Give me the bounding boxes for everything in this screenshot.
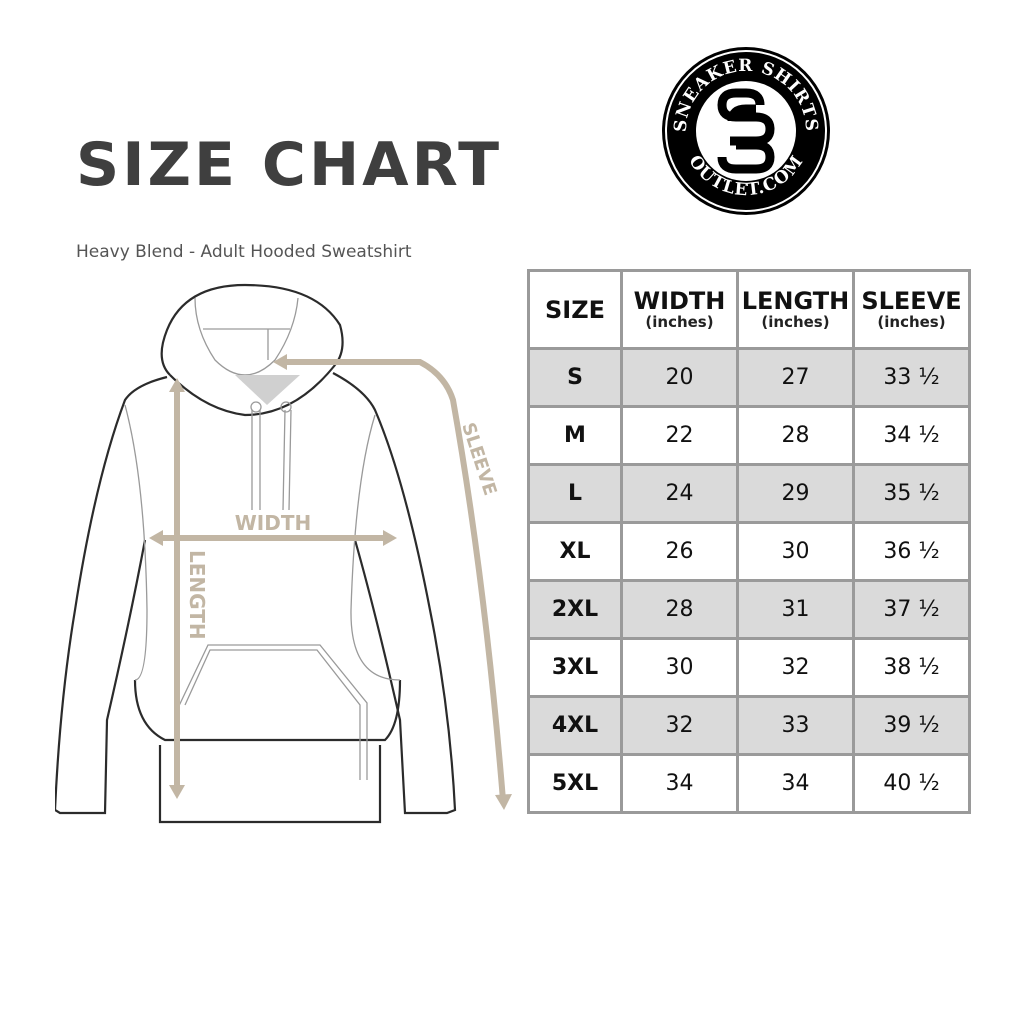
size-cell: 2XL xyxy=(527,579,623,640)
length-label: LENGTH xyxy=(185,550,209,640)
hoodie-diagram: WIDTH LENGTH SLEEVE xyxy=(55,283,512,824)
sleeve-cell: 34 ½ xyxy=(852,405,971,466)
sleeve-cell: 35 ½ xyxy=(852,463,971,524)
length-cell: 34 xyxy=(736,753,855,814)
table-row: L 24 29 35 ½ xyxy=(527,463,971,524)
length-cell: 28 xyxy=(736,405,855,466)
width-cell: 24 xyxy=(620,463,739,524)
size-cell: 5XL xyxy=(527,753,623,814)
sleeve-cell: 39 ½ xyxy=(852,695,971,756)
width-cell: 34 xyxy=(620,753,739,814)
table-row: M 22 28 34 ½ xyxy=(527,405,971,466)
width-cell: 28 xyxy=(620,579,739,640)
sleeve-arrow xyxy=(280,359,506,801)
measure-arrows xyxy=(149,354,512,810)
page-title: SIZE CHART xyxy=(76,130,503,200)
table-row: XL 26 30 36 ½ xyxy=(527,521,971,582)
header-sleeve: SLEEVE (inches) xyxy=(852,269,971,350)
sleeve-cell: 40 ½ xyxy=(852,753,971,814)
table-row: 3XL 30 32 38 ½ xyxy=(527,637,971,698)
length-cell: 33 xyxy=(736,695,855,756)
table-row: S 20 27 33 ½ xyxy=(527,347,971,408)
table-row: 5XL 34 34 40 ½ xyxy=(527,753,971,814)
table-row: 2XL 28 31 37 ½ xyxy=(527,579,971,640)
width-cell: 32 xyxy=(620,695,739,756)
sleeve-cell: 38 ½ xyxy=(852,637,971,698)
sleeve-cell: 33 ½ xyxy=(852,347,971,408)
brand-logo: SNEAKER SHIRTS OUTLET.COM xyxy=(662,47,830,215)
table-header-row: SIZE WIDTH (inches) LENGTH (inches) SLEEVE… xyxy=(527,269,971,350)
size-cell: XL xyxy=(527,521,623,582)
width-cell: 30 xyxy=(620,637,739,698)
size-cell: M xyxy=(527,405,623,466)
length-cell: 30 xyxy=(736,521,855,582)
length-cell: 31 xyxy=(736,579,855,640)
size-cell: 3XL xyxy=(527,637,623,698)
width-cell: 26 xyxy=(620,521,739,582)
sleeve-cell: 37 ½ xyxy=(852,579,971,640)
length-cell: 29 xyxy=(736,463,855,524)
sleeve-cell: 36 ½ xyxy=(852,521,971,582)
header-length: LENGTH (inches) xyxy=(736,269,855,350)
width-label: WIDTH xyxy=(235,511,311,535)
table-row: 4XL 32 33 39 ½ xyxy=(527,695,971,756)
product-subtitle: Heavy Blend - Adult Hooded Sweatshirt xyxy=(76,242,412,262)
size-cell: S xyxy=(527,347,623,408)
width-cell: 22 xyxy=(620,405,739,466)
length-cell: 32 xyxy=(736,637,855,698)
width-cell: 20 xyxy=(620,347,739,408)
length-cell: 27 xyxy=(736,347,855,408)
monogram-icon xyxy=(717,88,775,174)
header-size: SIZE xyxy=(527,269,623,350)
hoodie-neck-label xyxy=(235,375,300,405)
header-width: WIDTH (inches) xyxy=(620,269,739,350)
size-cell: 4XL xyxy=(527,695,623,756)
size-table: SIZE WIDTH (inches) LENGTH (inches) SLEEVE… xyxy=(527,269,971,814)
hoodie-outline xyxy=(55,283,457,824)
size-cell: L xyxy=(527,463,623,524)
